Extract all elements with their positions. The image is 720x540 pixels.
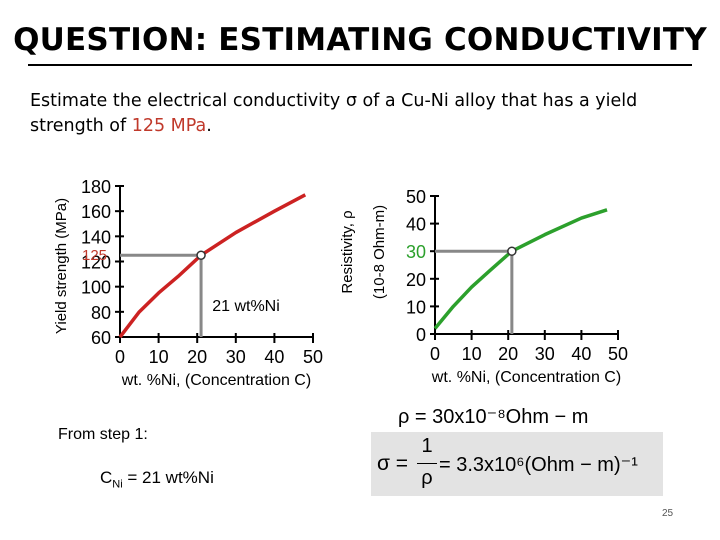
y-axis-label: Resistivity, ρ [339,210,356,293]
fraction-bar [417,463,437,464]
prompt-text-3: . [206,116,212,136]
x-tick-label: 50 [608,344,628,364]
y-axis-unit-label: (10-8 Ohm-m) [371,205,388,299]
resistivity-equation: ρ = 30x10⁻⁸Ohm − m [398,406,589,428]
prompt-yield-value: 125 MPa [131,116,207,136]
x-tick-label: 10 [149,347,169,367]
page-number: 25 [662,508,674,519]
data-series-line [118,193,307,339]
x-tick-label: 30 [535,344,555,364]
concentration-annotation: 21 wt%Ni [212,298,280,315]
from-step-label: From step 1: [58,426,148,443]
x-tick-label: 10 [462,344,482,364]
x-tick-label: 20 [187,347,207,367]
yield-strength-chart: 180 160 140 120 100 80 600 10 20 30 40 50 wt. %Ni, (… [53,177,323,389]
prompt-text-1: Estimate the electrical conductivity [30,91,346,111]
x-tick-label: 50 [303,347,323,367]
prompt-text-2: of a Cu-Ni alloy that has a yield streng… [30,91,638,136]
y-tick-label: 60 [91,328,111,348]
y-tick-label: 120 [81,253,111,273]
y-tick-label: 20 [406,270,426,290]
x-tick-label: 40 [571,344,591,364]
cni-value: = 21 wt%Ni [122,468,214,487]
fraction-numerator: 1 [421,435,433,457]
y-tick-label: 10 [406,297,426,317]
x-tick-label: 0 [430,344,440,364]
x-axis-label: wt. %Ni, (Concentration C) [121,372,311,389]
y-tick-label: 80 [91,303,111,323]
slide-title: QUESTION: ESTIMATING CONDUCTIVITY [13,22,707,58]
resistivity-chart: 50 40 30 20 10 00 10 20 30 40 50 wt. %Ni, (Concentr… [339,187,628,386]
y-axis-label: Yield strength (MPa) [53,198,70,334]
x-axis-label: wt. %Ni, (Concentration C) [431,369,621,386]
y-tick-label: 180 [81,177,111,197]
highlight-point [196,250,206,260]
data-series-line [433,208,608,330]
y-tick-label: 30 [406,242,426,262]
sigma-lhs: σ = [377,452,409,475]
title-underline [28,64,692,66]
highlight-point [507,246,517,256]
sigma-rhs: = 3.3x10⁶(Ohm − m)⁻¹ [439,454,638,476]
y-tick-label: 100 [81,278,111,298]
conductivity-formula-box: σ = 1 ρ = 3.3x10⁶(Ohm − m)⁻¹ [371,432,663,496]
cni-symbol: C [100,468,113,487]
highlight-y-label: 125 [82,247,107,264]
fraction-denominator: ρ [421,467,433,489]
x-tick-label: 30 [226,347,246,367]
cni-result: CNi = 21 wt%Ni [100,468,214,490]
y-tick-label: 160 [81,202,111,222]
y-tick-label: 50 [406,187,426,207]
x-tick-label: 20 [498,344,518,364]
x-tick-label: 0 [115,347,125,367]
y-tick-label: 140 [81,227,111,247]
x-tick-label: 40 [264,347,284,367]
prompt-sigma: σ [345,91,357,111]
question-prompt: Estimate the electrical conductivity σ o… [30,89,700,139]
y-tick-label: 0 [416,325,426,345]
y-tick-label: 40 [406,215,426,235]
cni-subscript: Ni [112,478,123,491]
